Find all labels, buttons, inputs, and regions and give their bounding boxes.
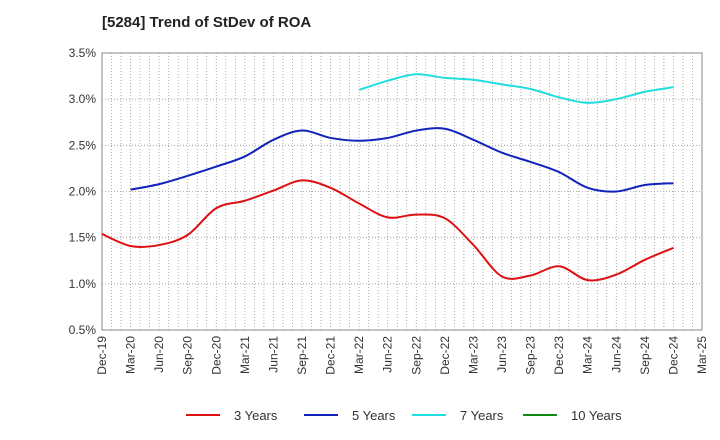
x-tick-label: Mar-24: [581, 336, 595, 374]
y-tick-label: 1.5%: [69, 231, 97, 245]
legend-item: 10 Years: [523, 406, 622, 424]
legend-label: 3 Years: [234, 407, 278, 423]
x-tick-label: Jun-22: [381, 336, 395, 373]
legend-item: 5 Years: [304, 406, 395, 424]
x-tick-label: Mar-22: [352, 336, 366, 374]
y-axis: 0.5% 1.0% 1.5% 2.0% 2.5% 3.0% 3.5%: [69, 46, 97, 337]
x-tick-label: Jun-21: [266, 336, 280, 373]
series-line-7-years: [358, 73, 674, 104]
legend: 3 Years 5 Years 7 Years 10 Years: [0, 406, 720, 426]
y-tick-label: 2.0%: [69, 185, 97, 199]
legend-swatch: [523, 414, 557, 416]
x-tick-label: Dec-19: [95, 336, 109, 375]
legend-swatch: [412, 414, 446, 416]
x-tick-label: Dec-20: [209, 336, 223, 375]
series-line-3-years: [101, 179, 674, 282]
y-tick-label: 3.0%: [69, 92, 97, 106]
y-tick-label: 3.5%: [69, 46, 97, 60]
x-tick-label: Sep-22: [409, 336, 423, 375]
x-tick-label: Sep-24: [638, 336, 652, 375]
x-tick-label: Sep-21: [295, 336, 309, 375]
y-tick-label: 1.0%: [69, 277, 97, 291]
legend-label: 10 Years: [571, 407, 622, 423]
x-tick-label: Dec-24: [666, 336, 680, 375]
x-tick-label: Dec-23: [552, 336, 566, 375]
x-tick-label: Mar-20: [124, 336, 138, 374]
x-axis: Dec-19 Mar-20 Jun-20 Sep-20 Dec-20 Mar-21 Jun-…: [95, 336, 709, 375]
chart-title: [5284] Trend of StDev of ROA: [102, 14, 312, 31]
legend-swatch: [304, 414, 338, 416]
legend-swatch: [186, 414, 220, 416]
x-tick-label: Jun-20: [152, 336, 166, 373]
x-tick-label: Jun-23: [495, 336, 509, 373]
y-tick-label: 0.5%: [69, 323, 97, 337]
series-line-5-years: [130, 127, 674, 193]
legend-item: 7 Years: [412, 406, 503, 424]
x-tick-label: Mar-25: [695, 336, 709, 374]
x-tick-label: Mar-21: [238, 336, 252, 374]
x-tick-label: Jun-24: [609, 336, 623, 373]
legend-label: 5 Years: [352, 407, 396, 423]
x-tick-label: Sep-20: [181, 336, 195, 375]
x-tick-label: Dec-22: [438, 336, 452, 375]
x-tick-label: Dec-21: [324, 336, 338, 375]
legend-item: 3 Years: [186, 406, 277, 424]
legend-label: 7 Years: [460, 407, 504, 423]
x-tick-label: Mar-23: [466, 336, 480, 374]
y-tick-label: 2.5%: [69, 138, 97, 152]
x-tick-label: Sep-23: [524, 336, 538, 375]
plot-frame: [101, 52, 703, 331]
series-lines: [101, 73, 674, 282]
